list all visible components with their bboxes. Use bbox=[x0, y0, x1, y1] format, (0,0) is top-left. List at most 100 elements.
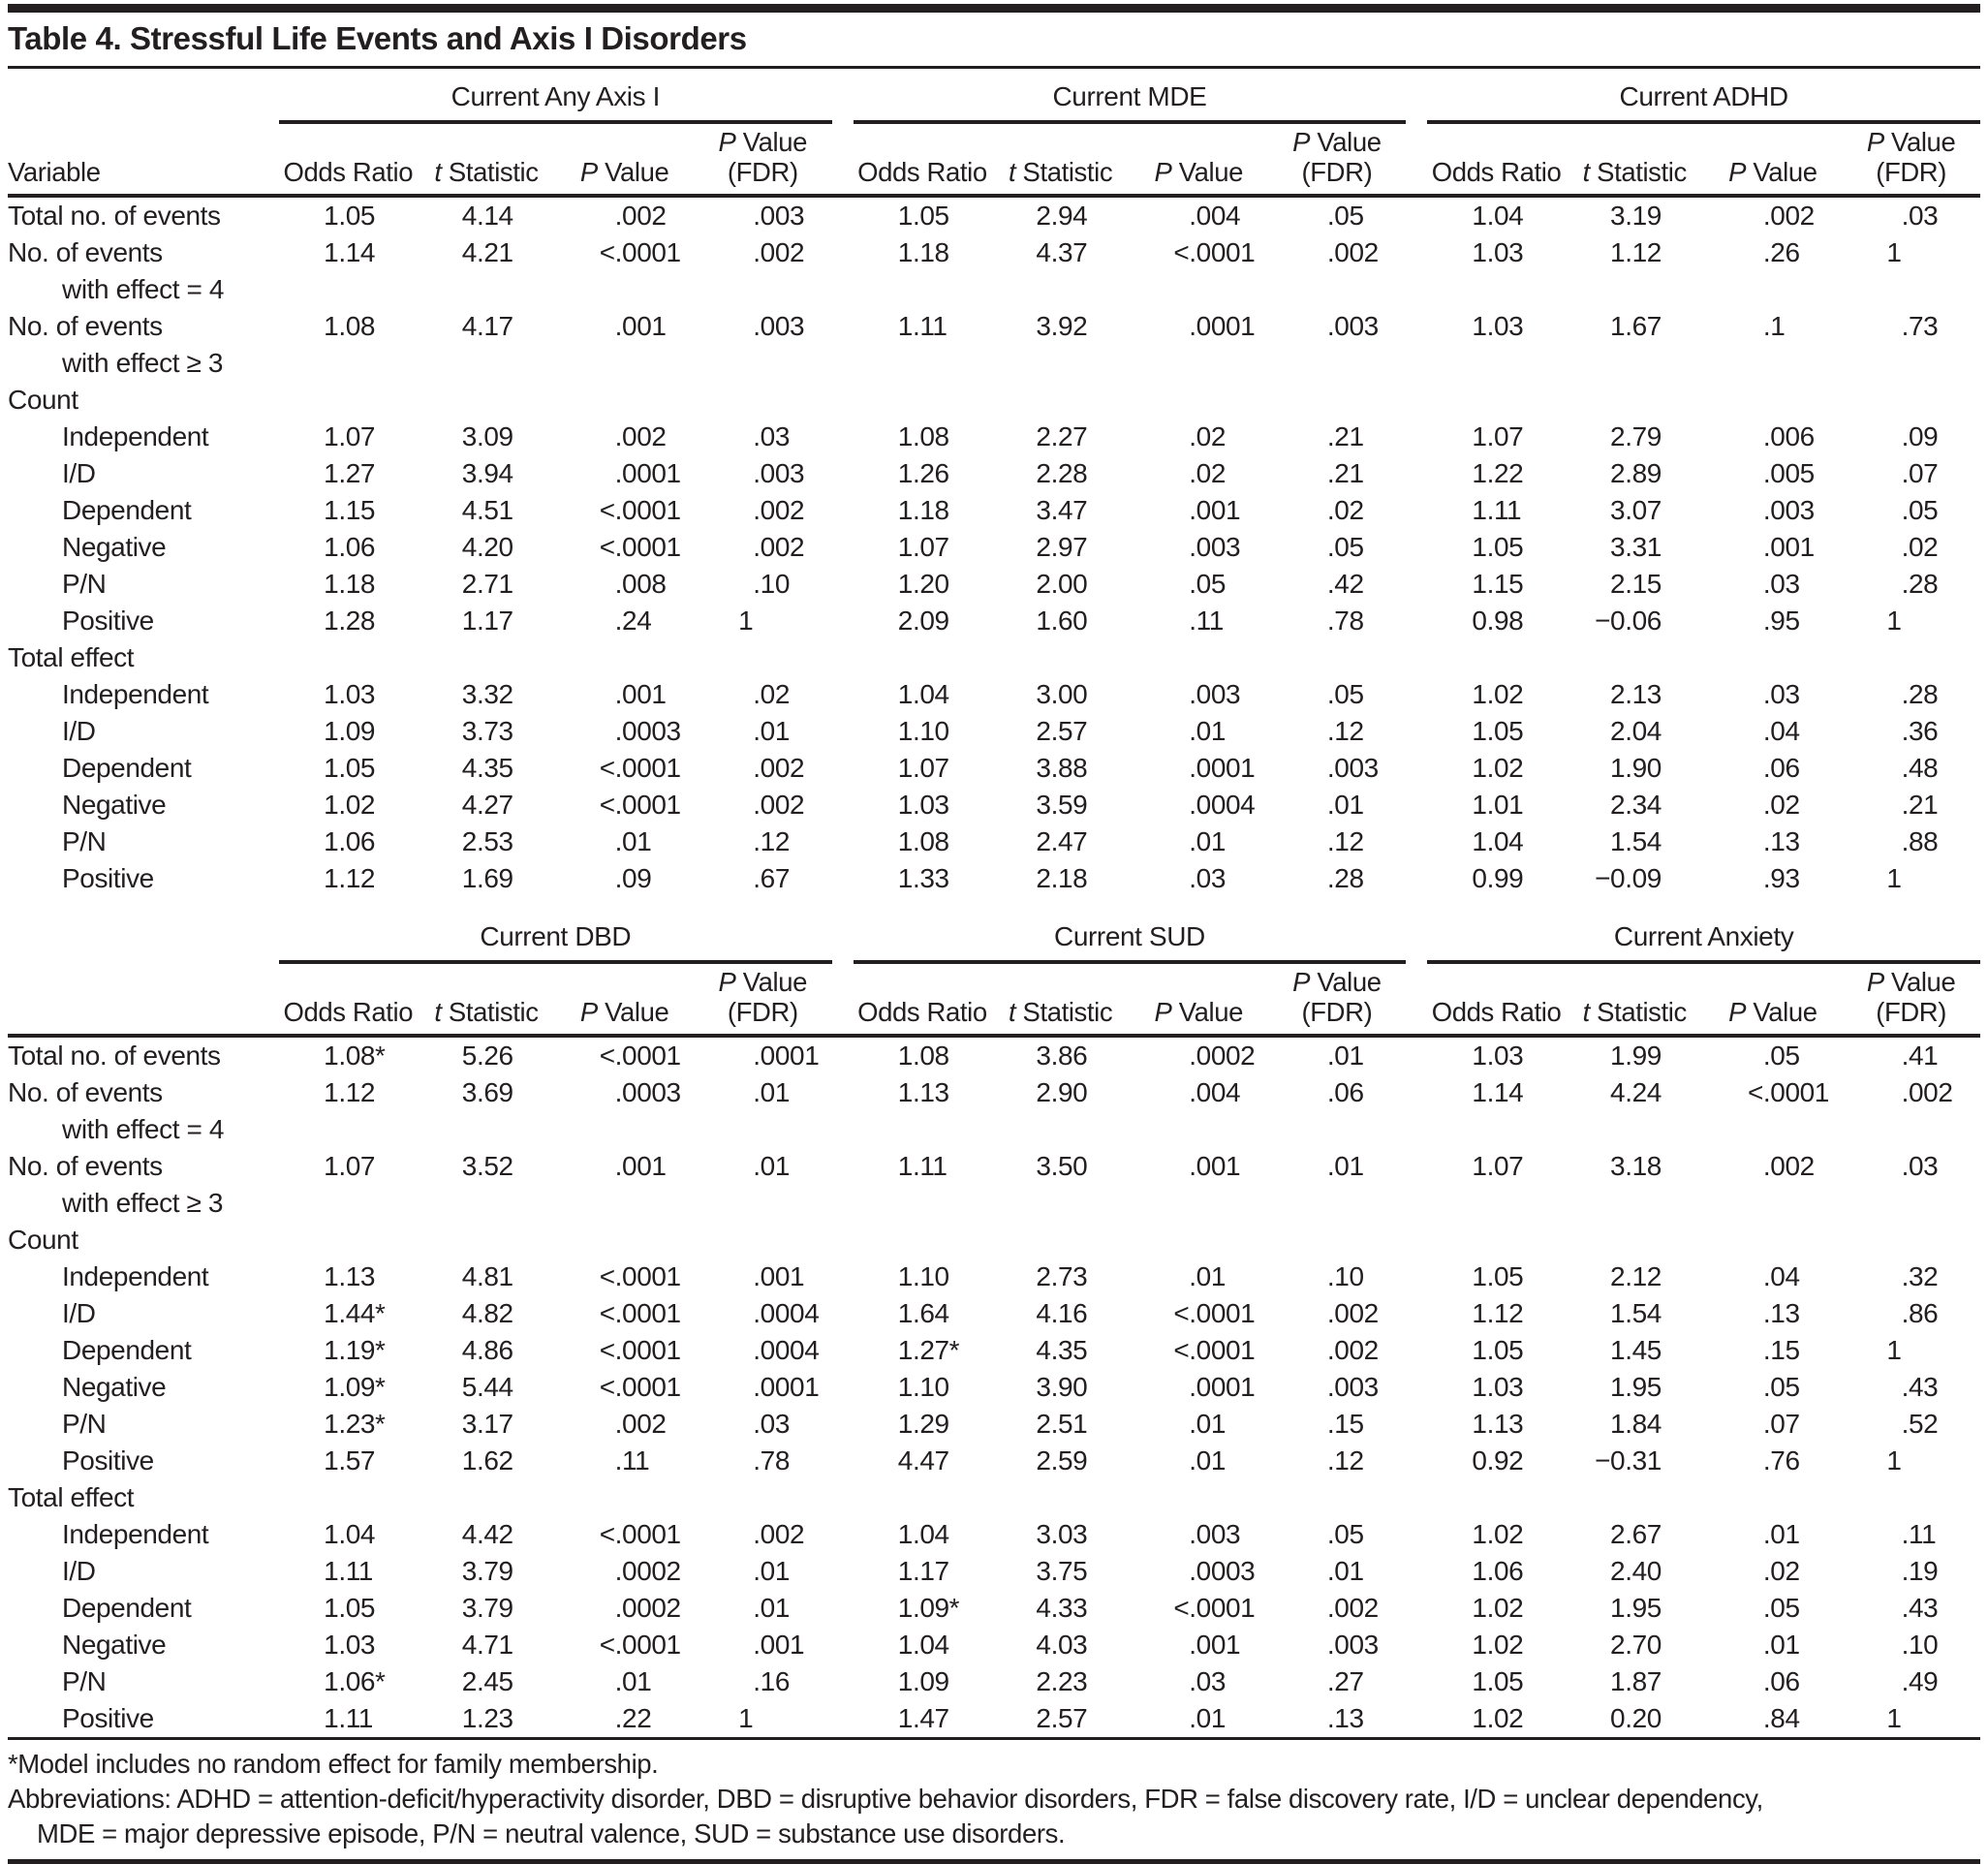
value-cell: .42 bbox=[1326, 569, 1364, 599]
value-cell bbox=[279, 1479, 418, 1516]
column-header: P Value bbox=[1703, 962, 1843, 1038]
value-cell: 3.59 bbox=[1036, 790, 1088, 820]
value-cell: 1.05 bbox=[897, 201, 949, 231]
value-cell: .01 bbox=[753, 1593, 791, 1623]
value-cell: 2.97 bbox=[1036, 532, 1088, 562]
column-gutter bbox=[832, 1258, 854, 1295]
value-cell: 4.82 bbox=[461, 1298, 513, 1328]
value-cell: 1.06 bbox=[324, 826, 376, 856]
column-gutter bbox=[1406, 1332, 1427, 1369]
value-cell bbox=[1130, 639, 1268, 676]
value-cell bbox=[1704, 1222, 1843, 1258]
value-cell: < .0001 bbox=[599, 753, 681, 783]
value-cell: .06 bbox=[1326, 1077, 1364, 1107]
value-cell: 2.90 bbox=[1036, 1077, 1088, 1107]
value-cell: 4.16 bbox=[1036, 1298, 1088, 1328]
value-cell: 1 bbox=[1886, 606, 1902, 636]
value-cell: .01 bbox=[614, 1666, 652, 1696]
value-cell: .001 bbox=[1189, 1630, 1241, 1660]
value-cell: 2.67 bbox=[1610, 1519, 1662, 1549]
value-cell: 2.27 bbox=[1036, 421, 1088, 451]
stressful-life-events-table: Current Any Axis I Current MDE Current ADH… bbox=[8, 69, 1980, 1740]
column-gutter bbox=[832, 382, 854, 419]
row-label: No. of events with effect = 4 bbox=[8, 1077, 225, 1144]
value-cell: .0003 bbox=[614, 716, 681, 746]
column-header: Odds Ratio bbox=[853, 962, 992, 1038]
column-gutter bbox=[832, 713, 854, 750]
value-cell: 1.19* bbox=[324, 1335, 386, 1365]
value-cell: .002 bbox=[753, 790, 805, 820]
group-header: Current ADHD bbox=[1427, 69, 1980, 124]
column-gutter bbox=[1406, 676, 1427, 713]
value-cell: −0.09 bbox=[1595, 863, 1662, 893]
value-cell: .03 bbox=[1189, 863, 1226, 893]
value-cell: .11 bbox=[1901, 1519, 1937, 1549]
value-cell: 2.00 bbox=[1036, 569, 1088, 599]
value-cell: .78 bbox=[1326, 606, 1364, 636]
value-cell: 4.51 bbox=[461, 495, 513, 525]
value-cell: 1.10 bbox=[897, 1372, 949, 1402]
column-header: t Statistic bbox=[1565, 122, 1704, 198]
value-cell: < .0001 bbox=[599, 790, 681, 820]
column-header: t Statistic bbox=[991, 962, 1130, 1038]
value-cell: .84 bbox=[1703, 1700, 1843, 1740]
value-cell: .73 bbox=[1901, 311, 1939, 341]
value-cell: .003 bbox=[753, 458, 805, 488]
group-header-row: Current DBD Current SUD Current Anxiety bbox=[8, 897, 1980, 964]
value-cell: 1.14 bbox=[324, 237, 376, 267]
value-cell bbox=[1427, 1222, 1566, 1258]
value-cell: 4.86 bbox=[461, 1335, 513, 1365]
column-header: P Value (FDR) bbox=[693, 122, 832, 198]
value-cell: 2.12 bbox=[1610, 1261, 1662, 1291]
value-cell: .002 bbox=[1326, 1335, 1379, 1365]
value-cell: .002 bbox=[753, 495, 805, 525]
value-cell: 2.04 bbox=[1610, 716, 1662, 746]
table-row: Positive 1.57 1.62 .11 .78 4.47 2.59 .01 .12 0.92… bbox=[8, 1443, 1980, 1479]
value-cell: < .0001 bbox=[599, 237, 681, 267]
section-row: Count bbox=[8, 1222, 1980, 1258]
value-cell bbox=[1842, 382, 1980, 419]
row-label: Independent bbox=[62, 421, 209, 451]
value-cell bbox=[279, 382, 418, 419]
value-cell: .05 bbox=[1326, 679, 1364, 709]
value-cell: .52 bbox=[1901, 1409, 1939, 1439]
row-label: Independent bbox=[62, 1261, 209, 1291]
column-gutter bbox=[832, 492, 854, 529]
value-cell: .002 bbox=[614, 201, 667, 231]
value-cell: .10 bbox=[1326, 1261, 1364, 1291]
top-rule bbox=[8, 4, 1980, 13]
column-header: Odds Ratio bbox=[1427, 962, 1566, 1038]
value-cell: .003 bbox=[1189, 532, 1241, 562]
value-cell: .001 bbox=[753, 1630, 805, 1660]
column-gutter bbox=[832, 1627, 854, 1663]
value-cell: .04 bbox=[1762, 716, 1800, 746]
value-cell: 1 bbox=[1842, 1700, 1980, 1740]
value-cell: 1.05 bbox=[1472, 716, 1524, 746]
column-gutter bbox=[832, 1406, 854, 1443]
value-cell: .004 bbox=[1189, 201, 1241, 231]
value-cell bbox=[1427, 1479, 1566, 1516]
value-cell: .0002 bbox=[1189, 1041, 1256, 1071]
value-cell: 3.75 bbox=[1036, 1556, 1088, 1586]
column-header: t Statistic bbox=[417, 962, 556, 1038]
table-row: Independent 1.13 4.81 < .0001 .001 1.10 2.73 .01… bbox=[8, 1258, 1980, 1295]
value-cell: 1.11 bbox=[324, 1556, 373, 1586]
value-cell: 3.79 bbox=[461, 1593, 513, 1623]
row-label: Independent bbox=[62, 679, 209, 709]
value-cell: .003 bbox=[1326, 311, 1379, 341]
value-cell: 4.27 bbox=[461, 790, 513, 820]
value-cell: .01 bbox=[1326, 790, 1364, 820]
value-cell: 1.03 bbox=[1472, 1372, 1524, 1402]
value-cell: 2.15 bbox=[1610, 569, 1662, 599]
value-cell: .002 bbox=[1762, 1151, 1815, 1181]
value-cell: 1.05 bbox=[324, 1593, 376, 1623]
value-cell: 1 bbox=[1886, 1335, 1902, 1365]
value-cell: 1.03 bbox=[1472, 237, 1524, 267]
value-cell: .03 bbox=[753, 1409, 791, 1439]
value-cell bbox=[1842, 639, 1980, 676]
footnote-abbreviations-line2: MDE = major depressive episode, P/N = ne… bbox=[37, 1818, 1066, 1848]
value-cell: 0.99 bbox=[1472, 863, 1524, 893]
stub-header bbox=[8, 962, 279, 1038]
value-cell bbox=[555, 382, 694, 419]
